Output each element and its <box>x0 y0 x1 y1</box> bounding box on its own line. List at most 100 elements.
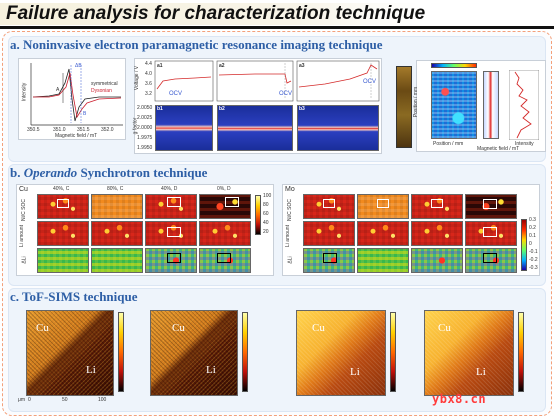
title-bar: Failure analysis for characterization te… <box>0 0 554 29</box>
row-label: Ni/C SOC <box>286 199 293 221</box>
panel-a2-label: a2 <box>219 63 225 69</box>
delta-li-map <box>37 248 89 273</box>
delta-li-colorbar-tick: 0 <box>529 241 532 247</box>
element-label-cu: Cu <box>19 186 28 193</box>
delta-li-colorbar-tick: 0.3 <box>529 217 536 223</box>
highlight-box <box>483 253 497 263</box>
gfactor-map-b1 <box>155 105 213 151</box>
li-amount-map <box>357 221 409 246</box>
row-label: ΔLi <box>21 256 28 264</box>
panel-b1-label: b1 <box>157 106 163 112</box>
section-a-title: a. Noninvasive electron paramagnetic res… <box>10 37 383 52</box>
highlight-box <box>483 199 497 209</box>
highlight-box <box>217 253 231 263</box>
sims-label-li: Li <box>206 364 216 376</box>
epr-profile-xlabel: Intensity <box>515 141 534 147</box>
li-amount-map <box>91 221 143 246</box>
highlight-box <box>377 199 389 208</box>
highlight-box <box>483 227 497 237</box>
sims-axis-unit: μm <box>18 397 26 403</box>
soc-map <box>37 194 89 219</box>
highlight-box <box>431 199 443 208</box>
row-label: Li amount <box>284 225 291 247</box>
gfactor-ytick: 1.9975 <box>137 135 153 141</box>
epr-xtick: 351.5 <box>77 127 90 133</box>
delta-li-colorbar-tick: -0.2 <box>529 257 538 263</box>
soc-colorbar-tick: 60 <box>263 211 269 217</box>
synchrotron-left-panel: Cu 40%, C 80%, C 40%, D 0%, D Ni/C SOC L… <box>16 184 274 276</box>
epr-image-colorbar <box>431 63 477 68</box>
epr-legend-dysonian: Dysonian <box>91 88 112 94</box>
column-label: 80%, C <box>107 186 124 192</box>
epr-image-xlabel: Position / mm <box>433 141 464 147</box>
sims-label-li: Li <box>350 366 360 378</box>
soc-colorbar-tick: 80 <box>263 202 269 208</box>
epr-annotation-delta-b: ΔB <box>75 63 82 69</box>
gfactor-ytick: 2.0025 <box>137 115 153 121</box>
sims-colorbar <box>390 312 396 392</box>
highlight-box <box>167 253 181 263</box>
li-amount-map <box>37 221 89 246</box>
delta-li-map <box>465 248 517 273</box>
ocv-label: OCV <box>169 91 183 97</box>
delta-li-map <box>411 248 463 273</box>
delta-li-map <box>357 248 409 273</box>
gfactor-ytick: 1.9950 <box>137 145 153 151</box>
panel-a1-label: a1 <box>157 63 163 69</box>
row-label: Li amount <box>18 225 25 247</box>
gfactor-map-b3 <box>297 105 379 151</box>
highlight-box <box>323 253 337 263</box>
highlight-box <box>57 199 69 208</box>
epr-image-panel: Position / mm Position / mm Magnetic fie… <box>413 60 546 152</box>
li-amount-map <box>411 221 463 246</box>
sims-xtick: 100 <box>98 397 107 403</box>
row-label: ΔLi <box>287 256 294 264</box>
sims-colorbar <box>118 312 124 392</box>
soc-colorbar-tick: 40 <box>263 220 269 226</box>
ocv-label: OCV <box>363 79 377 85</box>
highlight-box <box>167 197 181 207</box>
voltage-ytick: 3.6 <box>145 81 152 87</box>
epr-2d-image <box>431 71 477 139</box>
gfactor-ytick: 2.0050 <box>137 105 153 111</box>
highlight-box <box>225 197 239 207</box>
li-amount-map <box>145 221 197 246</box>
element-label-mo: Mo <box>285 186 295 193</box>
delta-li-colorbar-tick: 0.1 <box>529 233 536 239</box>
li-amount-map <box>303 221 355 246</box>
sims-label-cu: Cu <box>36 322 49 334</box>
epr-field-xlabel: Magnetic field / mT <box>477 146 520 152</box>
page-title: Failure analysis for characterization te… <box>6 3 426 24</box>
panel-b2-label: b2 <box>219 106 225 112</box>
highlight-box <box>167 227 181 237</box>
epr-xtick: 350.5 <box>27 127 40 133</box>
sims-label-cu: Cu <box>312 322 325 334</box>
row-label: Ni/C SOC <box>20 199 27 221</box>
highlight-box <box>323 199 335 208</box>
sims-colorbar <box>518 312 524 392</box>
tof-sims-map <box>296 310 386 396</box>
soc-map <box>465 194 517 219</box>
sims-label-cu: Cu <box>172 322 185 334</box>
title-underline <box>0 26 554 29</box>
epr-legend-symmetrical: symmetrical <box>91 81 118 87</box>
sims-colorbar <box>242 312 248 392</box>
section-b-suffix: Synchrotron technique <box>80 165 208 180</box>
sims-label-li: Li <box>476 366 486 378</box>
delta-li-colorbar-tick: 0.2 <box>529 225 536 231</box>
tof-sims-map <box>26 310 114 396</box>
delta-li-colorbar-tick: -0.3 <box>529 265 538 271</box>
epr-ylabel: Intensity <box>21 82 28 102</box>
soc-colorbar <box>255 195 261 235</box>
epr-annotation-a: A <box>56 87 60 93</box>
delta-li-map <box>303 248 355 273</box>
section-b-italic: Operando <box>23 165 78 180</box>
column-label: 40%, C <box>53 186 70 192</box>
panel-b3-label: b3 <box>299 106 305 112</box>
delta-li-colorbar-tick: -0.1 <box>529 249 538 255</box>
soc-map <box>357 194 409 219</box>
epr-xlabel: Magnetic field / mT <box>55 133 98 139</box>
section-b-prefix: b. <box>10 165 21 180</box>
soc-map <box>411 194 463 219</box>
soc-map <box>303 194 355 219</box>
